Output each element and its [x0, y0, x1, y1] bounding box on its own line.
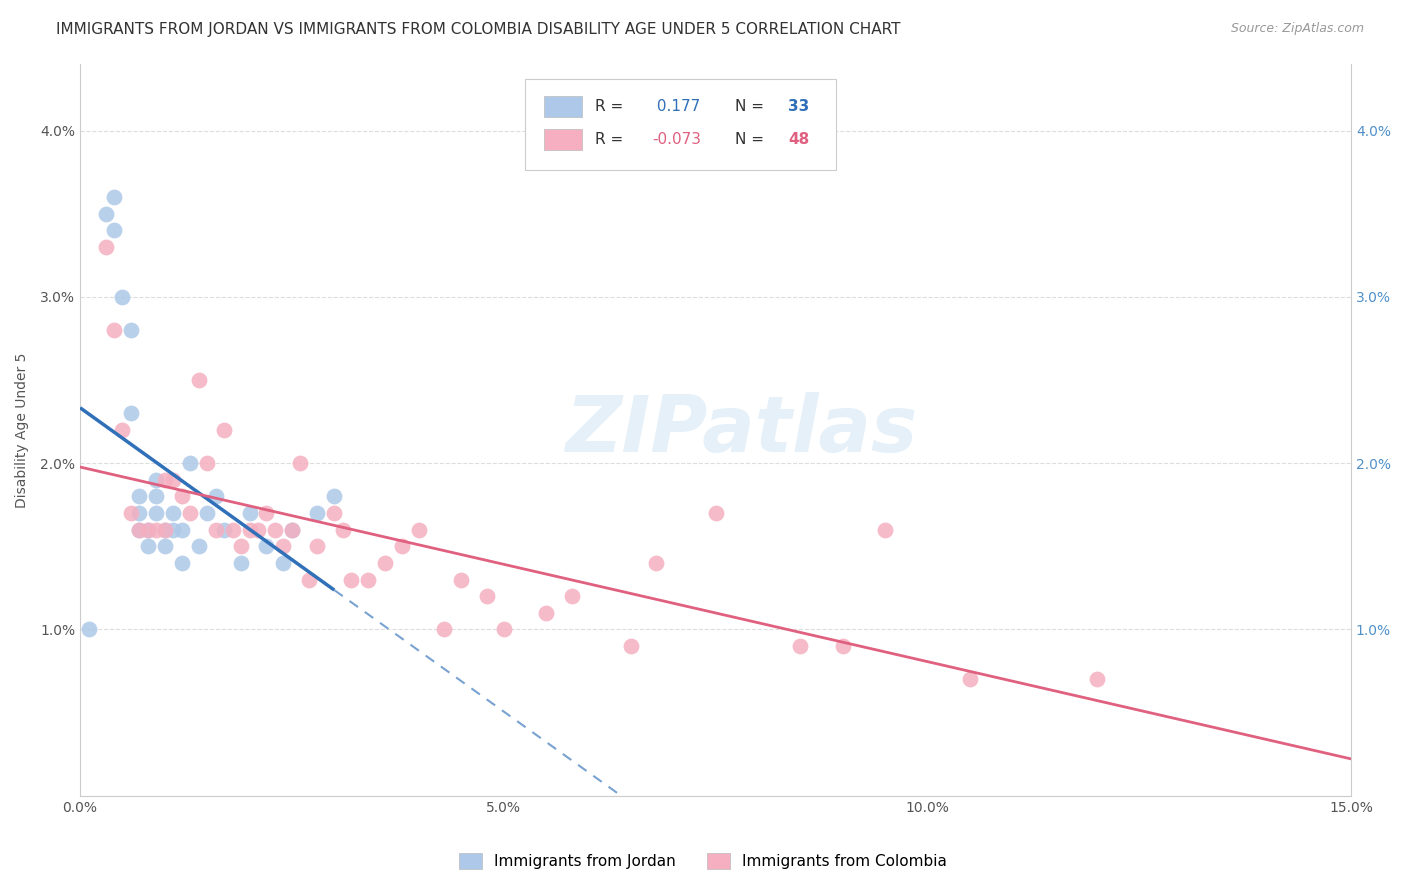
Point [128, 489, 150, 503]
Text: IMMIGRANTS FROM JORDAN VS IMMIGRANTS FROM COLOMBIA DISABILITY AGE UNDER 5 CORREL: IMMIGRANTS FROM JORDAN VS IMMIGRANTS FRO… [56, 22, 901, 37]
Point [281, 523, 304, 537]
Point [111, 290, 134, 304]
Text: N =: N = [734, 99, 763, 114]
Point [238, 506, 260, 520]
Point [560, 589, 582, 603]
Point [290, 456, 312, 470]
Point [221, 523, 243, 537]
Point [1085, 673, 1108, 687]
Point [307, 506, 329, 520]
Point [170, 489, 193, 503]
Point [170, 556, 193, 570]
Point [170, 523, 193, 537]
Point [77, 623, 100, 637]
Point [195, 506, 218, 520]
Point [298, 573, 321, 587]
Point [229, 556, 252, 570]
Point [94, 207, 117, 221]
Point [204, 523, 226, 537]
Point [789, 639, 811, 653]
Point [873, 523, 896, 537]
Point [145, 506, 167, 520]
Point [408, 523, 430, 537]
Point [264, 523, 287, 537]
Point [212, 523, 235, 537]
Text: Source: ZipAtlas.com: Source: ZipAtlas.com [1230, 22, 1364, 36]
Point [323, 506, 346, 520]
Point [187, 539, 209, 553]
Point [120, 323, 142, 337]
Text: N =: N = [734, 132, 763, 147]
Point [153, 523, 176, 537]
Point [179, 506, 201, 520]
Point [831, 639, 853, 653]
Point [128, 523, 150, 537]
Point [103, 223, 125, 237]
Point [374, 556, 396, 570]
Point [153, 473, 176, 487]
Point [620, 639, 643, 653]
Legend: Immigrants from Jordan, Immigrants from Colombia: Immigrants from Jordan, Immigrants from … [453, 847, 953, 875]
Point [645, 556, 668, 570]
Point [281, 523, 304, 537]
Point [450, 573, 472, 587]
Point [136, 539, 159, 553]
Text: ZIPatlas: ZIPatlas [565, 392, 917, 468]
Point [307, 539, 329, 553]
Point [187, 373, 209, 387]
Point [475, 589, 498, 603]
FancyBboxPatch shape [544, 129, 582, 150]
Point [162, 506, 184, 520]
Point [204, 489, 226, 503]
Point [153, 539, 176, 553]
Point [433, 623, 456, 637]
Point [492, 623, 515, 637]
Point [136, 523, 159, 537]
Point [120, 506, 142, 520]
Point [247, 523, 270, 537]
Text: R =: R = [595, 99, 623, 114]
Point [534, 606, 557, 620]
Point [273, 539, 295, 553]
Point [273, 556, 295, 570]
Point [162, 523, 184, 537]
Point [128, 506, 150, 520]
FancyBboxPatch shape [524, 78, 837, 170]
FancyBboxPatch shape [544, 96, 582, 117]
Point [111, 423, 134, 437]
Point [145, 523, 167, 537]
Point [162, 473, 184, 487]
Point [704, 506, 727, 520]
Point [332, 523, 354, 537]
Text: R =: R = [595, 132, 623, 147]
Point [212, 423, 235, 437]
Point [959, 673, 981, 687]
Point [145, 473, 167, 487]
Point [357, 573, 380, 587]
Point [256, 506, 278, 520]
Point [238, 523, 260, 537]
Text: 0.177: 0.177 [652, 99, 700, 114]
Point [340, 573, 363, 587]
Point [256, 539, 278, 553]
Point [391, 539, 413, 553]
Point [128, 523, 150, 537]
Point [94, 240, 117, 254]
Point [120, 406, 142, 420]
Text: 33: 33 [787, 99, 810, 114]
Point [103, 323, 125, 337]
Point [145, 489, 167, 503]
Y-axis label: Disability Age Under 5: Disability Age Under 5 [15, 352, 30, 508]
Text: 48: 48 [787, 132, 810, 147]
Point [229, 539, 252, 553]
Point [153, 523, 176, 537]
Text: -0.073: -0.073 [652, 132, 702, 147]
Point [195, 456, 218, 470]
Point [179, 456, 201, 470]
Point [323, 489, 346, 503]
Point [136, 523, 159, 537]
Point [103, 190, 125, 204]
